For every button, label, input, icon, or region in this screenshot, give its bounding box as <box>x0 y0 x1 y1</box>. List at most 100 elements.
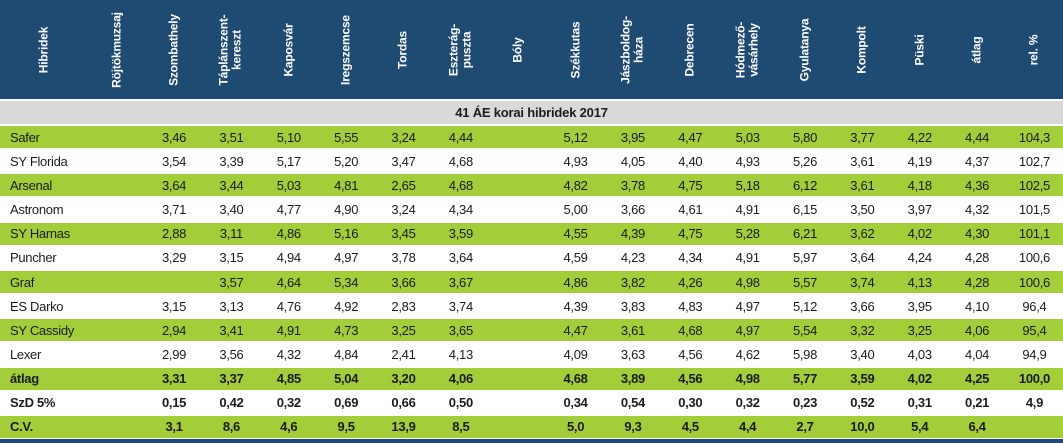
cell-szombathely: 3,71 <box>161 202 187 218</box>
cell-szekkutas: 0,34 <box>563 395 588 411</box>
header-cell-szekkutas: Székkutas <box>547 0 604 99</box>
cell-puski: 4,24 <box>907 250 932 266</box>
cell-hodmezovasarhely: 4,93 <box>735 153 760 169</box>
header-label: Gyulatanya <box>797 18 812 81</box>
cell-rojtokmuzsaj <box>88 174 145 196</box>
cell-rojtokmuzsaj <box>88 343 145 365</box>
cell-rojtokmuzsaj <box>88 126 145 148</box>
cell-iregszemcse: 4,97 <box>334 250 359 266</box>
cell-kaposvar: 0,32 <box>276 395 301 411</box>
cell-szombathely: 3,29 <box>161 250 187 266</box>
cell-szekkutas: 5,12 <box>563 129 588 145</box>
header-cell-atlag: átlag <box>948 0 1005 99</box>
cell-taplanszentkereszt: 3,41 <box>219 322 244 338</box>
cell-atlag: 0,21 <box>965 395 990 411</box>
cell-kompolt: 10,0 <box>850 419 875 435</box>
header-cell-szombathely: Szombathely <box>145 0 202 99</box>
cell-boly <box>490 343 547 365</box>
cell-eszteragpuszta: 3,65 <box>448 322 473 338</box>
table-row: Safer 3,46 3,51 5,10 5,55 3,24 4,44 5,12 3,95 4,4… <box>0 124 1063 149</box>
cell-rel_pct: 102,5 <box>1018 177 1050 193</box>
cell-hodmezovasarhely: 4,97 <box>735 298 760 314</box>
table-row: SY Harnas 2,88 3,11 4,86 5,16 3,45 3,59 4,55 4,3… <box>0 220 1063 245</box>
cell-szekkutas: 4,59 <box>563 250 588 266</box>
cell-szombathely: 0,15 <box>161 395 187 411</box>
cell-rojtokmuzsaj <box>88 271 145 293</box>
cell-rojtokmuzsaj <box>88 416 145 438</box>
cell-rel_pct: 100,6 <box>1018 250 1050 266</box>
cell-gyulatanya: 5,98 <box>792 346 818 362</box>
cell-debrecen: 4,61 <box>678 202 703 218</box>
cell-gyulatanya: 5,54 <box>792 322 818 338</box>
cell-jaszboldoghaza: 4,23 <box>620 250 645 266</box>
header-label: Kompolt <box>854 25 869 74</box>
cell-rel_pct: 104,3 <box>1018 129 1050 145</box>
cell-tordas: 13,9 <box>391 419 416 435</box>
header-label: Debrecen <box>682 22 697 77</box>
cell-debrecen: 4,75 <box>678 177 703 193</box>
cell-rel_pct: 101,1 <box>1018 226 1050 242</box>
cell-kompolt: 3,66 <box>850 298 875 314</box>
header-label: Tordas <box>395 30 410 69</box>
cell-kompolt: 3,50 <box>850 202 875 218</box>
cell-szombathely: 3,46 <box>161 129 187 145</box>
cell-atlag: 4,36 <box>965 177 990 193</box>
cell-eszteragpuszta: 4,13 <box>448 346 473 362</box>
cell-rojtokmuzsaj <box>88 150 145 172</box>
header-label: Eszterág- puszta <box>446 23 474 76</box>
header-cell-puski: Püski <box>891 0 948 99</box>
cell-szekkutas: 5,0 <box>566 419 585 435</box>
header-cell-debrecen: Debrecen <box>662 0 719 99</box>
cell-jaszboldoghaza: 3,83 <box>620 298 645 314</box>
cell-puski: 4,02 <box>907 371 932 387</box>
cell-gyulatanya: 6,21 <box>792 226 818 242</box>
cell-szekkutas: 4,93 <box>563 153 588 169</box>
cell-hodmezovasarhely: 4,91 <box>735 202 760 218</box>
cell-eszteragpuszta: 4,34 <box>448 202 473 218</box>
cell-taplanszentkereszt: 3,56 <box>219 346 244 362</box>
cell-taplanszentkereszt: 3,15 <box>219 250 244 266</box>
cell-puski: 4,03 <box>907 346 932 362</box>
cell-atlag: 4,10 <box>965 298 990 314</box>
cell-szombathely: 3,31 <box>161 371 187 387</box>
cell-iregszemcse: 5,04 <box>334 371 359 387</box>
cell-tordas: 3,20 <box>391 371 416 387</box>
cell-jaszboldoghaza: 3,89 <box>620 371 645 387</box>
cell-tordas: 0,66 <box>391 395 416 411</box>
cell-rojtokmuzsaj <box>88 295 145 317</box>
cell-gyulatanya: 0,23 <box>792 395 818 411</box>
cell-boly <box>490 295 547 317</box>
cell-rel_pct: 100,6 <box>1018 274 1050 290</box>
cell-debrecen: 4,56 <box>678 346 703 362</box>
cell-kaposvar: 4,86 <box>276 226 301 242</box>
cell-jaszboldoghaza: 3,78 <box>620 177 645 193</box>
cell-hodmezovasarhely: 4,4 <box>739 419 757 435</box>
cell-gyulatanya: 6,15 <box>792 202 818 218</box>
cell-szombathely: 2,94 <box>161 322 187 338</box>
cell-kaposvar: 5,17 <box>276 153 301 169</box>
header-label: Püski <box>911 33 926 66</box>
cell-jaszboldoghaza: 4,05 <box>620 153 645 169</box>
row-name: ES Darko <box>10 298 64 314</box>
cell-kompolt: 3,61 <box>850 177 875 193</box>
cell-kaposvar: 4,64 <box>276 274 301 290</box>
cell-rel_pct: 95,4 <box>1022 322 1047 338</box>
cell-kaposvar: 4,94 <box>276 250 301 266</box>
cell-boly <box>490 247 547 269</box>
cell-hodmezovasarhely: 5,28 <box>735 226 760 242</box>
cell-szekkutas: 5,00 <box>563 202 588 218</box>
cell-kompolt: 0,52 <box>850 395 875 411</box>
cell-rel_pct <box>1006 416 1063 438</box>
cell-kompolt: 3,59 <box>850 371 875 387</box>
row-name: Arsenal <box>10 177 52 193</box>
cell-szombathely: 2,99 <box>161 346 187 362</box>
cell-iregszemcse: 5,16 <box>334 226 359 242</box>
bottom-border-bar <box>0 438 1063 443</box>
cell-gyulatanya: 5,97 <box>792 250 818 266</box>
cell-rojtokmuzsaj <box>88 247 145 269</box>
cell-szekkutas: 4,47 <box>563 322 588 338</box>
cell-hodmezovasarhely: 5,18 <box>735 177 760 193</box>
cell-puski: 4,13 <box>907 274 932 290</box>
cell-szombathely: 3,15 <box>161 298 187 314</box>
